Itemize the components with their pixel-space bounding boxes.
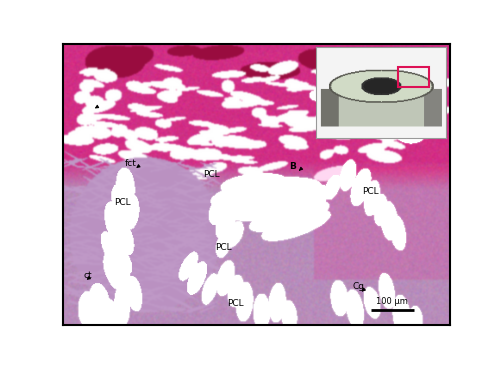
Text: Cg: Cg (353, 283, 365, 291)
Bar (398, 67, 429, 87)
Text: fct: fct (124, 159, 136, 168)
Text: B: B (92, 100, 99, 109)
Text: ct: ct (84, 271, 92, 280)
Text: PCL: PCL (204, 170, 220, 179)
Text: PCL: PCL (215, 243, 232, 252)
Text: PCL: PCL (362, 187, 379, 196)
Text: 100 μm: 100 μm (376, 297, 408, 306)
Text: B: B (290, 162, 296, 170)
Text: PCL: PCL (226, 299, 243, 308)
Text: PCL: PCL (114, 198, 131, 207)
